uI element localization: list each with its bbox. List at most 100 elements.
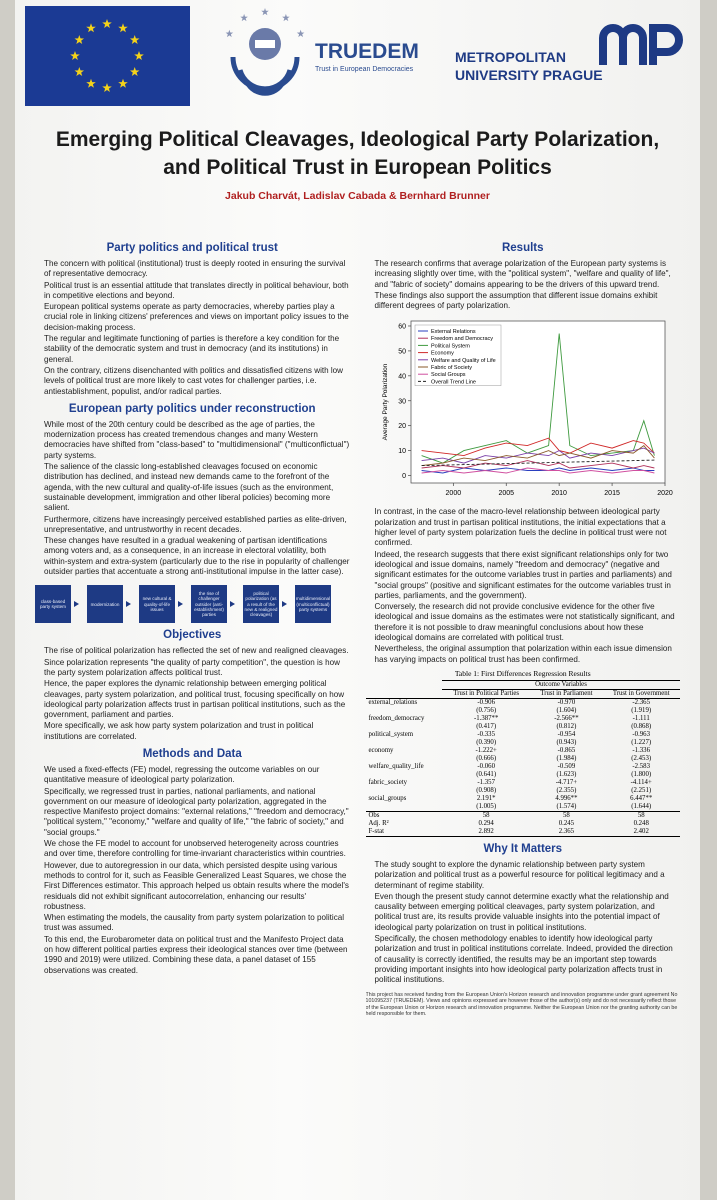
star [70, 51, 80, 60]
std-error: (1.005) [476, 802, 497, 810]
table-group-header: Outcome Variables [441, 679, 680, 690]
table-row: (0.756) (1.604) (1.919) [366, 707, 681, 715]
series-line [421, 460, 655, 467]
std-error: (1.227) [631, 738, 652, 746]
legend-box [414, 325, 501, 387]
legend-label: External Relations [431, 329, 476, 335]
bullet: Since polarization represents "the quali… [44, 658, 350, 679]
bullet: European political systems operate as pa… [44, 302, 350, 333]
series-line [421, 468, 655, 474]
bullet: Conversely, the research did not provide… [375, 602, 681, 643]
legend-label: Social Groups [431, 373, 466, 379]
star [282, 13, 290, 22]
estimate: -1.387** [474, 714, 499, 722]
row-label: political_system [368, 730, 414, 738]
university-emblem [599, 24, 683, 65]
truedem-tagline: Trust in European Democracies [315, 66, 414, 73]
estimate: -0.509 [557, 762, 576, 770]
table-row: (0.908) (2.355) (2.251) [366, 787, 681, 795]
section-heading: Results [501, 242, 544, 254]
table-column-header: Trust in Parliament [540, 689, 593, 697]
table-cell [366, 787, 442, 795]
flow-box: modernization [87, 585, 123, 624]
y-tick-label: 30 [398, 399, 406, 406]
bullet: Specifically, the chosen methodology ena… [375, 934, 681, 985]
estimate: -0.335 [477, 730, 495, 738]
star [225, 29, 234, 38]
bullet: However, due to autoregression in our da… [44, 861, 350, 912]
stat-value: 2.365 [558, 827, 575, 835]
stat-value: 2.402 [633, 827, 649, 835]
table-row: welfare_quality_life -0.060 -0.509 -2.583 [366, 763, 681, 771]
table-cell [366, 755, 442, 763]
star [118, 23, 128, 33]
std-error: (1.604) [556, 706, 577, 714]
section-heading: Methods and Data [142, 747, 242, 760]
estimate: -0.060 [477, 762, 495, 770]
stat-value: 58 [563, 811, 570, 819]
stat-row: F-stat 2.892 2.365 2.402 [365, 827, 680, 837]
estimate: -1.357 [477, 778, 495, 786]
right-column: Results The research confirms that averag… [365, 236, 681, 1194]
flow-box: political polarization (as a result of t… [243, 585, 279, 624]
estimate: -1.336 [632, 746, 650, 754]
estimate: -2.365 [632, 698, 650, 706]
section-heading: Party politics and political trust [106, 242, 278, 254]
arrow [230, 601, 240, 608]
row-label: Obs [368, 811, 380, 819]
estimate: -0.954 [557, 730, 576, 738]
legend-label: Overall Trend Line [431, 380, 476, 386]
table-row: external_relations -0.906 -0.970 -2.365 [366, 698, 681, 707]
flow-box: class-based party system [35, 585, 71, 624]
bullet: These findings also support the assumpti… [375, 291, 681, 312]
estimate: -0.906 [477, 698, 495, 706]
bullet-list: The rise of political polarization has r… [35, 646, 350, 742]
university-name: METROPOLITAN UNIVERSITY PRAGUE [455, 48, 603, 84]
bullet: Political trust is an essential attitude… [44, 281, 350, 302]
poster: TRUEDEM Trust in European Democracies ME… [15, 0, 700, 1200]
bullet: More specifically, we ask how party syst… [44, 721, 350, 742]
row-label: social_groups [368, 794, 407, 802]
x-tick-label: 2010 [551, 490, 567, 497]
stat-value: 0.245 [558, 819, 575, 827]
bullet: The regular and legitimate functioning o… [44, 334, 350, 365]
bullet: We chose the FE model to account for uno… [44, 839, 350, 860]
legend-label: Welfare and Quality of Life [431, 358, 496, 364]
table-group-header-row: Outcome Variables [366, 679, 680, 690]
table-row: fabric_society -1.357 -4.717+ -4.114+ [366, 779, 681, 787]
star [240, 13, 248, 22]
estimate: -4.114+ [630, 778, 652, 786]
star [134, 51, 144, 60]
table-row: economy -1.222+ -0.865 -1.336 [366, 747, 681, 755]
star [261, 8, 269, 16]
legend-label: Freedom and Democracy [431, 337, 493, 343]
star [296, 29, 305, 38]
bullet: The concern with political (institutiona… [44, 259, 350, 280]
legend-label: Political System [431, 344, 470, 350]
row-label: economy [368, 746, 394, 754]
table-cell [366, 771, 442, 779]
columns: Party politics and political trust The co… [35, 236, 680, 1194]
series-line [421, 460, 655, 469]
std-error: (2.251) [631, 786, 652, 794]
left-column: Party politics and political trust The co… [35, 236, 350, 1194]
series-line [421, 468, 655, 474]
table-cell [366, 707, 442, 715]
estimate: -2.583 [632, 762, 650, 770]
line-chart: 0 10 20 30 40 50 60 2000 2005 2010 2015 2020 Average… [382, 321, 673, 497]
arrow [126, 601, 136, 608]
bullet-list: The concern with political (institutiona… [35, 259, 350, 397]
flow-box: multidimensional (multiconflictual) part… [295, 585, 331, 624]
arrow [178, 601, 188, 608]
star [118, 78, 128, 88]
std-error: (1.800) [631, 770, 652, 778]
std-error: (0.756) [476, 706, 497, 714]
std-error: (0.641) [476, 770, 497, 778]
section-heading: Why It Matters [483, 842, 563, 855]
row-label: external_relations [368, 698, 418, 706]
std-error: (0.666) [476, 754, 497, 762]
bullet: On the contrary, citizens disenchanted w… [44, 366, 350, 397]
table-row: (0.417) (0.812) (0.868) [366, 723, 681, 731]
regression-table: Table 1: First Differences Regression Re… [365, 669, 681, 837]
